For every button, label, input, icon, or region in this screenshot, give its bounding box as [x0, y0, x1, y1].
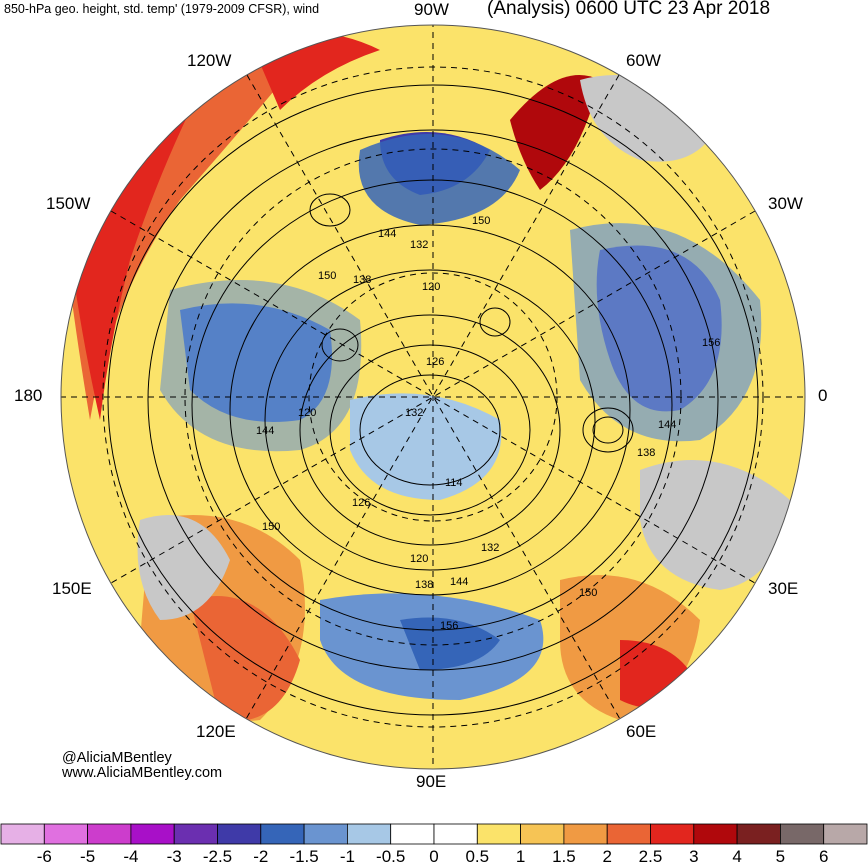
- contour-label: 150: [318, 270, 336, 282]
- colorbar-swatch: [346, 823, 392, 845]
- contour-label: 150: [579, 587, 597, 599]
- colorbar-swatch: [476, 823, 521, 845]
- polar-map: 150 144 132 120 138 150 156 126 132 120 …: [60, 24, 806, 770]
- colorbar-tick-label: 4: [732, 847, 741, 865]
- contour-label-group: 150 144 132 120 138 150 156 126 132 120 …: [256, 215, 720, 632]
- colorbar-swatch: [606, 823, 651, 845]
- contour-label: 120: [422, 281, 440, 293]
- lon-label-30e: 30E: [768, 579, 799, 598]
- colorbar-swatch: [736, 823, 781, 845]
- contour-label: 156: [702, 337, 720, 349]
- temperature-anomaly-field: [61, 25, 805, 769]
- map-subtitle: 850-hPa geo. height, std. temp' (1979-20…: [4, 2, 320, 16]
- colorbar-tick-label: 3: [689, 847, 698, 865]
- lon-label-60e: 60E: [626, 722, 657, 741]
- contour-label: 144: [658, 419, 676, 431]
- contour-label: 114: [445, 477, 463, 489]
- colorbar-swatch: [217, 823, 262, 845]
- colorbar-swatch: [43, 823, 88, 845]
- colorbar-tick-label: -3: [167, 847, 182, 865]
- map-title: (Analysis) 0600 UTC 23 Apr 2018: [487, 0, 771, 19]
- colorbar-swatch: [260, 823, 305, 845]
- contour-label: 132: [405, 407, 423, 419]
- contour-label: 126: [426, 356, 444, 368]
- lon-label-120e: 120E: [196, 722, 236, 741]
- colorbar-swatch: [87, 823, 132, 845]
- lon-label-60w: 60W: [626, 51, 661, 70]
- lon-label-0: 0: [818, 386, 828, 405]
- contour-label: 138: [415, 579, 433, 591]
- lon-label-180: 180: [14, 386, 43, 405]
- colorbar-tick-label: 2: [602, 847, 611, 865]
- contour-label: 120: [410, 553, 428, 565]
- contour-label: 156: [440, 620, 458, 632]
- colorbar-swatch: [650, 823, 695, 845]
- lon-label-90e: 90E: [416, 772, 447, 791]
- colorbar-tick-label: 1.5: [552, 847, 576, 865]
- colorbar-tick-label: -1: [340, 847, 355, 865]
- contour-label: 132: [410, 239, 428, 251]
- credit-handle: @AliciaMBentley: [62, 750, 172, 766]
- contour-label: 132: [481, 542, 499, 554]
- lon-label-150w: 150W: [46, 194, 91, 213]
- colorbar-tick-label: 2.5: [639, 847, 663, 865]
- colorbar-swatch: [433, 823, 478, 845]
- colorbar-tick-label: 0.5: [465, 847, 489, 865]
- contour-label: 144: [256, 425, 274, 437]
- lon-label-30w: 30W: [768, 194, 803, 213]
- colorbar-tick-label: 5: [776, 847, 785, 865]
- height-contours: [107, 84, 759, 716]
- colorbar-tick-label: 1: [516, 847, 525, 865]
- colorbar-swatch: [0, 823, 45, 845]
- contour-label: 126: [352, 497, 370, 509]
- colorbar-tick-label: -5: [80, 847, 95, 865]
- colorbar: -6 -5 -4 -3 -2.5 -2 -1.5 -1 -0.5 0 0.5 1 1.5 2 2.5 3 4 5 6: [0, 823, 868, 865]
- colorbar-tick-label: -6: [37, 847, 52, 865]
- colorbar-swatch: [390, 823, 435, 845]
- colorbar-swatch: [130, 823, 175, 845]
- colorbar-swatch: [173, 823, 218, 845]
- graticule: [61, 25, 805, 769]
- colorbar-tick-label: -4: [123, 847, 138, 865]
- contour-label: 144: [450, 576, 468, 588]
- colorbar-swatch: [520, 823, 565, 845]
- credit-website: www.AliciaMBentley.com: [62, 765, 223, 781]
- colorbar-tick-label: -0.5: [376, 847, 405, 865]
- colorbar-tick-label: -2.5: [203, 847, 232, 865]
- contour-label: 138: [353, 274, 371, 286]
- lon-label-150e: 150E: [52, 579, 92, 598]
- contour-label: 138: [637, 447, 655, 459]
- contour-label: 120: [298, 407, 316, 419]
- contour-label: 150: [262, 521, 280, 533]
- contour-label: 150: [472, 215, 490, 227]
- lon-label-90w: 90W: [414, 0, 449, 19]
- colorbar-tick-label: 6: [819, 847, 828, 865]
- colorbar-tick-label: -1.5: [289, 847, 318, 865]
- colorbar-swatch: [563, 823, 608, 845]
- colorbar-swatch: [303, 823, 348, 845]
- colorbar-swatch: [780, 823, 825, 845]
- colorbar-swatch: [823, 823, 868, 845]
- colorbar-tick-label: 0: [429, 847, 438, 865]
- colorbar-tick-label: -2: [253, 847, 268, 865]
- contour-label: 144: [378, 228, 396, 240]
- lon-label-120w: 120W: [187, 51, 232, 70]
- colorbar-swatch: [693, 823, 738, 845]
